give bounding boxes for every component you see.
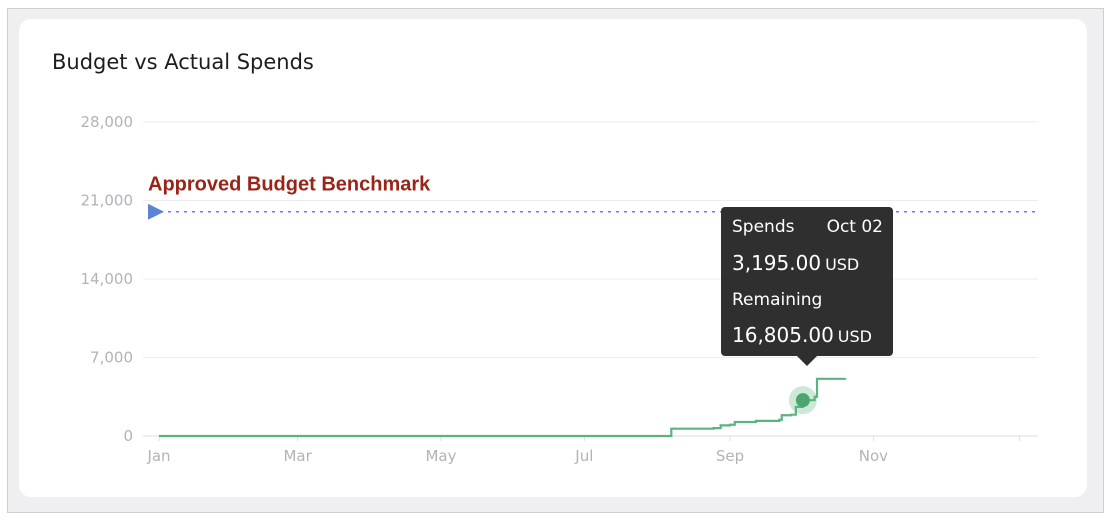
tooltip-spends-label: Spends: [732, 217, 795, 237]
benchmark-marker: [148, 203, 164, 220]
tooltip-spends-unit: USD: [825, 255, 860, 274]
chart-title: Budget vs Actual Spends: [52, 50, 314, 74]
x-tick-label: Nov: [859, 447, 888, 465]
x-tick-label: Mar: [283, 447, 312, 465]
y-tick-label: 14,000: [81, 270, 134, 288]
x-tick-label: Jul: [574, 447, 593, 465]
y-tick-label: 0: [123, 427, 133, 445]
tooltip-remaining-unit: USD: [837, 327, 872, 346]
y-tick-label: 7,000: [90, 349, 133, 367]
tooltip-remaining-value: 16,805.00: [732, 323, 834, 347]
tooltip-spends-value: 3,195.00: [732, 251, 822, 275]
x-tick-label: May: [425, 447, 456, 465]
highlight-point: [795, 393, 810, 408]
spends-series-line: [159, 377, 847, 438]
y-tick-label: 28,000: [81, 113, 134, 131]
benchmark-label: Approved Budget Benchmark: [148, 174, 431, 196]
x-tick-label: Sep: [716, 447, 744, 465]
x-tick-label: Jan: [146, 447, 170, 465]
tooltip-remaining-label: Remaining: [732, 290, 823, 310]
data-tooltip: Spends Oct 02 3,195.00 USD Remaining 16,8…: [721, 207, 893, 366]
tooltip-date: Oct 02: [826, 217, 883, 237]
chart-card: [19, 19, 1087, 497]
y-tick-label: 21,000: [81, 192, 134, 210]
